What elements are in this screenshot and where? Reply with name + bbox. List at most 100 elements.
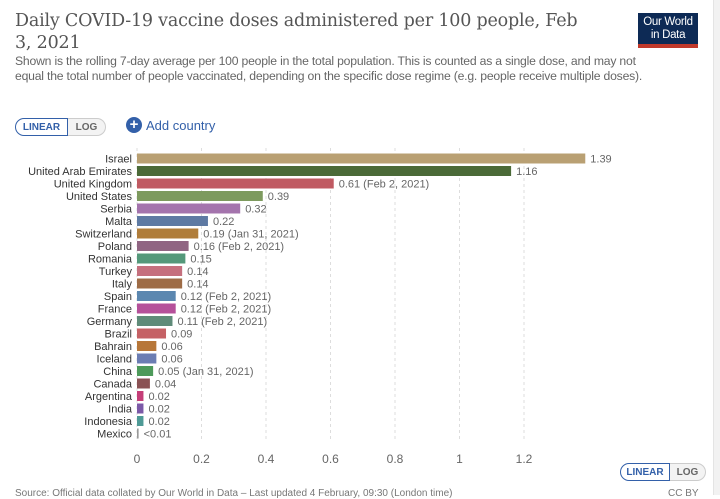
category-label: Germany: [87, 316, 133, 328]
scrollbar-track[interactable]: [713, 0, 720, 495]
linear-scale-button-bottom[interactable]: LINEAR: [620, 463, 670, 481]
x-axis-ticks: 0 0.2 0.4 0.6 0.8 1 1.2: [134, 452, 533, 466]
bar[interactable]: [137, 291, 176, 301]
x-tick-label: 0.8: [387, 452, 404, 466]
value-label: 0.22: [213, 216, 234, 228]
bar-row[interactable]: India 0.02: [108, 403, 170, 416]
value-label: 0.14: [187, 279, 208, 291]
bar-row[interactable]: Iceland 0.06: [97, 353, 183, 366]
category-label: China: [103, 366, 133, 378]
bar-row[interactable]: Mexico <0.01: [97, 428, 171, 441]
bar[interactable]: [137, 303, 176, 314]
bar-row[interactable]: United States 0.39: [66, 191, 289, 203]
bar[interactable]: [137, 253, 186, 264]
bar-row[interactable]: Poland 0.16 (Feb 2, 2021): [98, 241, 284, 253]
log-scale-button-bottom[interactable]: LOG: [670, 463, 706, 481]
category-label: Turkey: [99, 266, 133, 278]
bar-row[interactable]: Italy 0.14: [112, 278, 209, 291]
bar-row[interactable]: United Arab Emirates 1.16: [28, 166, 538, 178]
value-label: 0.19 (Jan 31, 2021): [203, 229, 298, 241]
log-scale-button[interactable]: LOG: [68, 118, 106, 136]
bar-row[interactable]: Bahrain 0.06: [94, 341, 183, 353]
bar[interactable]: [137, 216, 208, 226]
logo-line-1: Our World: [643, 16, 693, 28]
value-label: 0.16 (Feb 2, 2021): [194, 241, 285, 253]
category-label: Romania: [88, 254, 133, 266]
bar-row[interactable]: Canada 0.04: [93, 378, 176, 391]
value-label: 0.12 (Feb 2, 2021): [181, 291, 272, 303]
value-label: 0.14: [187, 266, 208, 278]
category-label: Israel: [105, 154, 132, 166]
category-label: Indonesia: [84, 416, 133, 428]
owid-logo[interactable]: Our World in Data: [638, 13, 698, 48]
bar-row[interactable]: Turkey 0.14: [99, 266, 209, 278]
value-label: 0.02: [148, 404, 169, 416]
x-tick-label: 1.2: [516, 452, 533, 466]
logo-line-2: in Data: [650, 29, 686, 41]
bar-row[interactable]: Israel 1.39: [105, 153, 612, 166]
value-label: 0.02: [148, 416, 169, 428]
value-label: 0.32: [245, 204, 266, 216]
x-tick-label: 0.4: [258, 452, 275, 466]
bar[interactable]: [137, 378, 150, 389]
value-label: 0.02: [148, 391, 169, 403]
value-label: 0.15: [190, 254, 211, 266]
linear-scale-button[interactable]: LINEAR: [15, 118, 68, 136]
category-label: Canada: [93, 379, 132, 391]
bar[interactable]: [137, 403, 144, 414]
bar[interactable]: [137, 241, 189, 251]
value-label: 0.05 (Jan 31, 2021): [158, 366, 253, 378]
bar-row[interactable]: Switzerland 0.19 (Jan 31, 2021): [75, 228, 299, 241]
source-note[interactable]: Source: Official data collated by Our Wo…: [15, 488, 453, 499]
bar-row[interactable]: Indonesia 0.02: [84, 416, 170, 428]
bar-row[interactable]: Brazil 0.09: [104, 328, 192, 341]
bar[interactable]: [137, 266, 183, 276]
bar[interactable]: [137, 178, 334, 189]
value-label: 1.16: [516, 166, 537, 178]
bar[interactable]: [137, 191, 263, 201]
add-country-label: Add country: [146, 117, 216, 133]
x-tick-label: 0: [134, 452, 141, 466]
value-label: 0.11 (Feb 2, 2021): [177, 316, 267, 328]
x-tick-label: 1: [456, 452, 463, 466]
bar[interactable]: [137, 278, 183, 289]
value-label: 0.12 (Feb 2, 2021): [181, 304, 272, 316]
category-label: Switzerland: [75, 229, 132, 241]
category-label: Italy: [112, 279, 133, 291]
bar[interactable]: [137, 203, 241, 214]
value-label: 0.39: [268, 191, 289, 203]
add-country-button[interactable]: + Add country: [126, 117, 215, 133]
bar[interactable]: [137, 228, 199, 239]
license-label[interactable]: CC BY: [668, 488, 699, 499]
value-label: 0.09: [171, 329, 192, 341]
bar-row[interactable]: Romania 0.15: [88, 253, 212, 266]
bar-row[interactable]: France 0.12 (Feb 2, 2021): [98, 303, 272, 316]
category-label: Argentina: [85, 391, 133, 403]
bar-row[interactable]: Malta 0.22: [105, 216, 234, 228]
category-label: Brazil: [104, 329, 132, 341]
bar[interactable]: [137, 428, 139, 439]
bar[interactable]: [137, 416, 144, 426]
bar-row[interactable]: Serbia 0.32: [100, 203, 267, 216]
bar[interactable]: [137, 166, 512, 176]
category-label: India: [108, 404, 133, 416]
bar-row[interactable]: Argentina 0.02: [85, 391, 170, 403]
bar[interactable]: [137, 391, 144, 401]
bar[interactable]: [137, 153, 586, 164]
scale-toggle-bottom: LINEAR LOG: [620, 463, 706, 481]
bar-row[interactable]: China 0.05 (Jan 31, 2021): [103, 366, 254, 378]
bar[interactable]: [137, 328, 167, 339]
category-label: Mexico: [97, 429, 132, 441]
chart-subtitle: Shown is the rolling 7-day average per 1…: [15, 54, 643, 83]
bar[interactable]: [137, 353, 157, 364]
value-label: 0.61 (Feb 2, 2021): [339, 179, 430, 191]
bar-row[interactable]: United Kingdom 0.61 (Feb 2, 2021): [54, 178, 430, 191]
bar-row[interactable]: Germany 0.11 (Feb 2, 2021): [87, 316, 267, 328]
bar-row[interactable]: Spain 0.12 (Feb 2, 2021): [104, 291, 271, 303]
plus-circle-icon: +: [126, 117, 142, 133]
bar[interactable]: [137, 341, 157, 351]
bar[interactable]: [137, 366, 154, 376]
bar[interactable]: [137, 316, 173, 326]
